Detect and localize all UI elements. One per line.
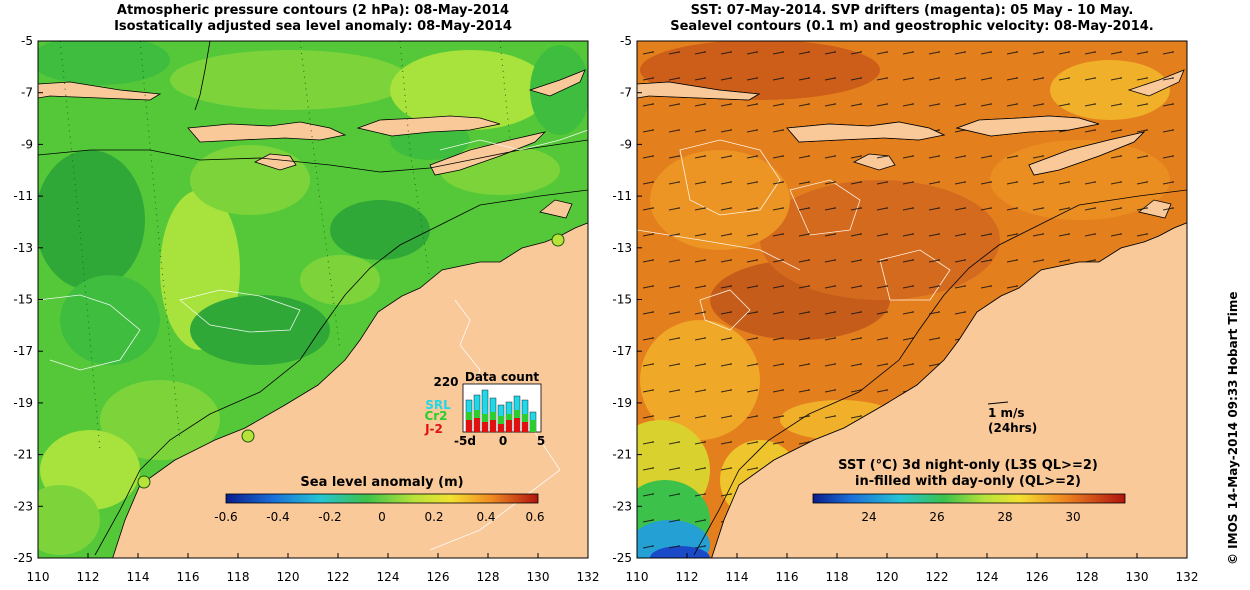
- right-lat-axis: -5 -7 -9 -11 -13 -15 -17 -19 -21 -23 -25: [612, 34, 642, 565]
- island-chain-overlay: [637, 81, 1146, 176]
- lat-tick-label: -21: [13, 448, 33, 462]
- lon-tick-label: 112: [676, 570, 699, 584]
- lon-tick-label: 114: [127, 570, 150, 584]
- lat-tick-label: -19: [13, 396, 33, 410]
- lat-tick-label: -17: [13, 344, 33, 358]
- australia-landmass-overlay: [711, 222, 1187, 558]
- sst-tick: 30: [1065, 510, 1080, 524]
- inset-xtick: -5d: [454, 434, 476, 448]
- australia-landmass: [112, 222, 588, 558]
- lon-tick-label: 114: [726, 570, 749, 584]
- lon-tick-label: 126: [427, 570, 450, 584]
- velocity-scale-label: 1 m/s: [988, 406, 1025, 420]
- lat-tick-label: -15: [612, 293, 632, 307]
- sla-field: [38, 41, 588, 555]
- lon-tick-label: 120: [277, 570, 300, 584]
- lat-tick-label: -23: [612, 499, 632, 513]
- lat-tick-label: -7: [21, 86, 33, 100]
- lon-tick-label: 112: [77, 570, 100, 584]
- left-title-line1: Atmospheric pressure contours (2 hPa): 0…: [116, 3, 510, 18]
- left-lon-axis: 110 112 114 116 118 120 122 124 126 128 130 132: [27, 553, 600, 584]
- lat-tick-label: -15: [13, 293, 33, 307]
- lat-tick-label: -17: [612, 344, 632, 358]
- series-label-cr2: Cr2: [424, 409, 447, 423]
- velocity-scale-note: (24hrs): [988, 421, 1037, 435]
- tide-gauge-marker: [551, 233, 565, 247]
- lon-tick-label: 130: [527, 570, 550, 584]
- right-title-line2: Sealevel contours (0.1 m) and geostrophi…: [670, 19, 1154, 34]
- lat-tick-label: -25: [13, 551, 33, 565]
- lon-tick-label: 122: [327, 570, 350, 584]
- left-map-area: [38, 41, 588, 558]
- tide-gauge-marker: [241, 429, 255, 443]
- sst-colorbar-title-line1: SST (°C) 3d night-only (L3S QL>=2): [838, 458, 1098, 473]
- sst-colorbar: SST (°C) 3d night-only (L3S QL>=2) in-fi…: [812, 458, 1126, 524]
- lat-tick-label: -9: [21, 137, 33, 151]
- island-chain: [38, 69, 586, 219]
- tide-gauge-marker: [137, 475, 151, 489]
- lon-tick-label: 132: [1176, 570, 1199, 584]
- lon-tick-label: 122: [926, 570, 949, 584]
- series-label-srl: SRL: [425, 398, 451, 412]
- credit-text: © IMOS 14-May-2014 09:33 Hobart Time: [1226, 291, 1240, 565]
- lat-tick-label: -21: [612, 448, 632, 462]
- sla-colorbar: Sea level anomaly (m) -0.6 -0.4 -0.2 0 0…: [214, 475, 544, 524]
- lat-tick-label: -11: [13, 189, 33, 203]
- sla-tick: 0.4: [476, 510, 495, 524]
- lat-tick-label: -19: [612, 396, 632, 410]
- lon-tick-label: 124: [377, 570, 400, 584]
- right-map-area: 1 m/s (24hrs): [637, 41, 1187, 558]
- lon-tick-label: 118: [227, 570, 250, 584]
- right-lon-axis: 110 112 114 116 118 120 122 124 126 128 130 132: [626, 553, 1199, 584]
- series-label-j2: J-2: [424, 422, 443, 436]
- lon-tick-label: 124: [976, 570, 999, 584]
- data-count-title: Data count: [465, 370, 540, 384]
- sla-tick: 0.2: [424, 510, 443, 524]
- lat-tick-label: -5: [620, 34, 632, 48]
- left-title-line2: Isostatically adjusted sea level anomaly…: [114, 19, 512, 34]
- lat-tick-label: -23: [13, 499, 33, 513]
- sla-tick: -0.6: [214, 510, 237, 524]
- lat-tick-label: -5: [21, 34, 33, 48]
- lon-tick-label: 126: [1026, 570, 1049, 584]
- lat-tick-label: -13: [612, 241, 632, 255]
- lat-tick-label: -9: [620, 137, 632, 151]
- sla-tick: 0: [378, 510, 386, 524]
- pressure-contours: [38, 41, 588, 556]
- data-count-inset: Data count 220 SRL Cr2 J-2 -5d 0 5: [424, 370, 545, 448]
- sla-tick: -0.2: [318, 510, 341, 524]
- lon-tick-label: 120: [876, 570, 899, 584]
- sla-colorbar-title: Sea level anomaly (m): [300, 475, 463, 490]
- lon-tick-label: 116: [776, 570, 799, 584]
- lon-tick-label: 110: [27, 570, 50, 584]
- lon-tick-label: 118: [826, 570, 849, 584]
- left-lat-axis: -5 -7 -9 -11 -13 -15 -17 -19 -21 -23 -25: [13, 34, 43, 565]
- lat-tick-label: -13: [13, 241, 33, 255]
- lon-tick-label: 110: [626, 570, 649, 584]
- lat-tick-label: -11: [612, 189, 632, 203]
- lon-tick-label: 132: [577, 570, 600, 584]
- inset-xtick: 5: [537, 434, 545, 448]
- sst-tick: 26: [929, 510, 944, 524]
- sst-colorbar-title-line2: in-filled with day-only (QL>=2): [855, 474, 1081, 489]
- lon-tick-label: 128: [477, 570, 500, 584]
- satellite-tracks: [59, 41, 511, 451]
- data-count-max: 220: [433, 375, 458, 389]
- lon-tick-label: 128: [1076, 570, 1099, 584]
- lat-tick-label: -7: [620, 86, 632, 100]
- sst-tick: 28: [997, 510, 1012, 524]
- right-title-line1: SST: 07-May-2014. SVP drifters (magenta)…: [690, 3, 1134, 18]
- lon-tick-label: 116: [177, 570, 200, 584]
- sla-tick: -0.4: [266, 510, 289, 524]
- inset-xtick: 0: [499, 434, 507, 448]
- lat-tick-label: -25: [612, 551, 632, 565]
- lon-tick-label: 130: [1126, 570, 1149, 584]
- sla-tick: 0.6: [525, 510, 544, 524]
- velocity-scale: 1 m/s (24hrs): [987, 401, 1037, 435]
- sst-tick: 24: [861, 510, 876, 524]
